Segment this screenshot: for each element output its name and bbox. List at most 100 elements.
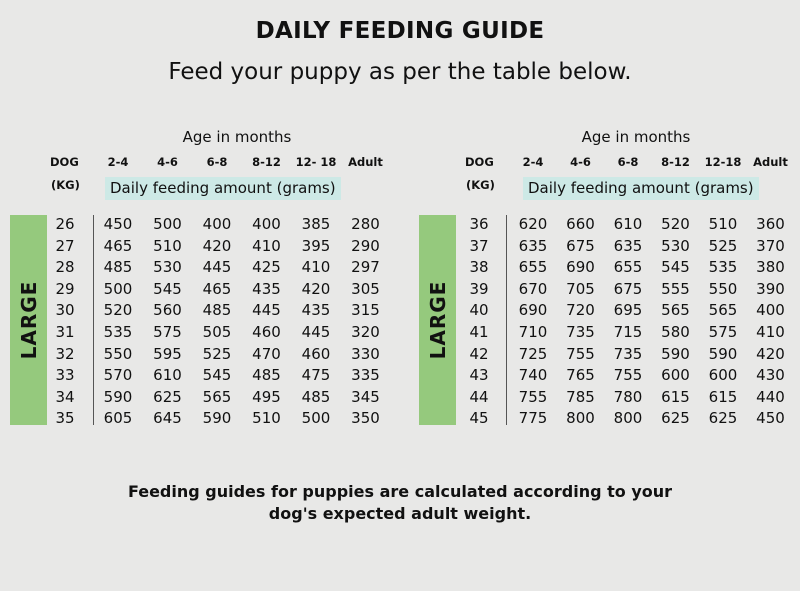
feeding-amount-cell: 290 (351, 236, 380, 255)
table-row: 32 550 595 525 470 460 330 (0, 343, 800, 365)
feeding-amount-cell: 475 (301, 366, 331, 385)
dog-weight-cell: 39 (469, 279, 489, 298)
feeding-amount-cell: 305 (351, 279, 380, 298)
table-row: 30 520 560 485 445 435 315 (0, 299, 800, 321)
dog-weight-cell: 36 (469, 215, 489, 233)
feeding-amount-cell: 445 (252, 301, 281, 320)
feeding-amount-cell: 510 (153, 236, 182, 255)
size-category-bar: LARGE (419, 215, 456, 425)
feeding-amount-cell: 775 (518, 409, 548, 428)
feeding-amount-cell: 675 (566, 236, 595, 255)
feeding-amount-cell: 535 (708, 258, 738, 277)
dog-weight-cell: 40 (469, 301, 489, 320)
feeding-amount-cell: 575 (708, 323, 738, 341)
table-row: 26 450 500 400 400 385 280 (0, 213, 800, 235)
feeding-amount-cell: 510 (708, 215, 738, 233)
feeding-amount-cell: 740 (518, 366, 548, 385)
feeding-amount-cell: 520 (661, 215, 690, 233)
feeding-amount-cell: 705 (566, 279, 595, 298)
feeding-amount-cell: 400 (202, 215, 232, 233)
feeding-amount-cell: 385 (301, 215, 331, 233)
age-caption: Age in months (182, 128, 292, 146)
kg-unit-label: (KG) (466, 178, 495, 192)
page-subtitle: Feed your puppy as per the table below. (168, 59, 632, 85)
footer-note: Feeding guides for puppies are calculate… (0, 481, 800, 525)
feeding-amount-cell: 330 (351, 344, 380, 363)
feeding-amount-cell: 545 (661, 258, 690, 277)
feeding-amount-cell: 635 (613, 236, 643, 255)
feeding-amount-cell: 660 (566, 215, 595, 233)
feeding-amount-cell: 565 (202, 387, 232, 406)
feeding-amount-cell: 345 (351, 387, 380, 406)
dog-weight-cell: 31 (55, 323, 75, 341)
feeding-amount-cell: 785 (566, 387, 595, 406)
feeding-amount-cell: 690 (566, 258, 595, 277)
feeding-amount-cell: 390 (756, 279, 785, 298)
feeding-amount-cell: 550 (103, 344, 133, 363)
table-row: 28 485 530 445 425 410 297 (0, 256, 800, 278)
feeding-amount-cell: 625 (708, 409, 738, 428)
feeding-amount-cell: 400 (756, 301, 785, 320)
feeding-amount-cell: 420 (202, 236, 232, 255)
table-row: 42 725 755 735 590 590 420 (0, 343, 800, 365)
dog-weight-cell: 28 (55, 258, 75, 277)
feeding-amount-cell: 530 (661, 236, 690, 255)
feeding-amount-cell: 440 (756, 387, 785, 406)
feeding-amount-cell: 500 (103, 279, 133, 298)
age-column-header: Adult (348, 155, 383, 169)
feeding-amount-cell: 545 (202, 366, 232, 385)
dog-weight-cell: 33 (55, 366, 75, 385)
feeding-amount-cell: 525 (708, 236, 738, 255)
feeding-amount-cell: 645 (153, 409, 182, 428)
feeding-amount-cell: 315 (351, 301, 380, 320)
table-row: 35 605 645 590 510 500 350 (0, 407, 800, 429)
feeding-amount-cell: 635 (518, 236, 548, 255)
feeding-amount-cell: 535 (103, 323, 133, 341)
feeding-amount-cell: 460 (252, 323, 281, 341)
feeding-amount-cell: 590 (661, 344, 690, 363)
feeding-amount-cell: 735 (566, 323, 595, 341)
dog-weight-cell: 38 (469, 258, 489, 277)
feeding-amount-cell: 280 (351, 215, 380, 233)
feeding-amount-cell: 545 (153, 279, 182, 298)
dog-weight-cell: 41 (469, 323, 489, 341)
feeding-amount-cell: 420 (301, 279, 331, 298)
dog-weight-cell: 26 (55, 215, 75, 233)
feeding-amount-cell: 570 (103, 366, 133, 385)
feeding-amount-cell: 320 (351, 323, 380, 341)
feeding-amount-cell: 655 (613, 258, 643, 277)
daily-amount-label: Daily feeding amount (grams) (105, 177, 341, 200)
feeding-amount-cell: 670 (518, 279, 548, 298)
feeding-amount-cell: 485 (252, 366, 281, 385)
feeding-amount-cell: 425 (252, 258, 281, 277)
table-row: 31 535 575 505 460 445 320 (0, 321, 800, 343)
feeding-amount-cell: 690 (518, 301, 548, 320)
feeding-amount-cell: 625 (661, 409, 690, 428)
age-column-header: 12-18 (704, 155, 742, 169)
feeding-amount-cell: 430 (756, 366, 785, 385)
dog-weight-cell: 32 (55, 344, 75, 363)
feeding-amount-cell: 525 (202, 344, 232, 363)
age-column-header: Adult (753, 155, 788, 169)
feeding-amount-cell: 560 (153, 301, 182, 320)
table-row: 36 620 660 610 520 510 360 (0, 213, 800, 235)
feeding-amount-cell: 590 (202, 409, 232, 428)
feeding-amount-cell: 710 (518, 323, 548, 341)
feeding-amount-cell: 695 (613, 301, 643, 320)
feeding-amount-cell: 400 (252, 215, 281, 233)
age-column-header: 6-8 (617, 155, 639, 169)
size-category-bar: LARGE (10, 215, 47, 425)
feeding-amount-cell: 435 (301, 301, 331, 320)
column-divider (93, 215, 94, 425)
feeding-amount-cell: 725 (518, 344, 548, 363)
table-row: 45 775 800 800 625 625 450 (0, 407, 800, 429)
feeding-amount-cell: 675 (613, 279, 643, 298)
feeding-amount-cell: 800 (613, 409, 643, 428)
feeding-amount-cell: 610 (153, 366, 182, 385)
feeding-amount-cell: 735 (613, 344, 643, 363)
feeding-amount-cell: 465 (103, 236, 133, 255)
feeding-amount-cell: 460 (301, 344, 331, 363)
feeding-amount-cell: 445 (301, 323, 331, 341)
feeding-amount-cell: 550 (708, 279, 738, 298)
